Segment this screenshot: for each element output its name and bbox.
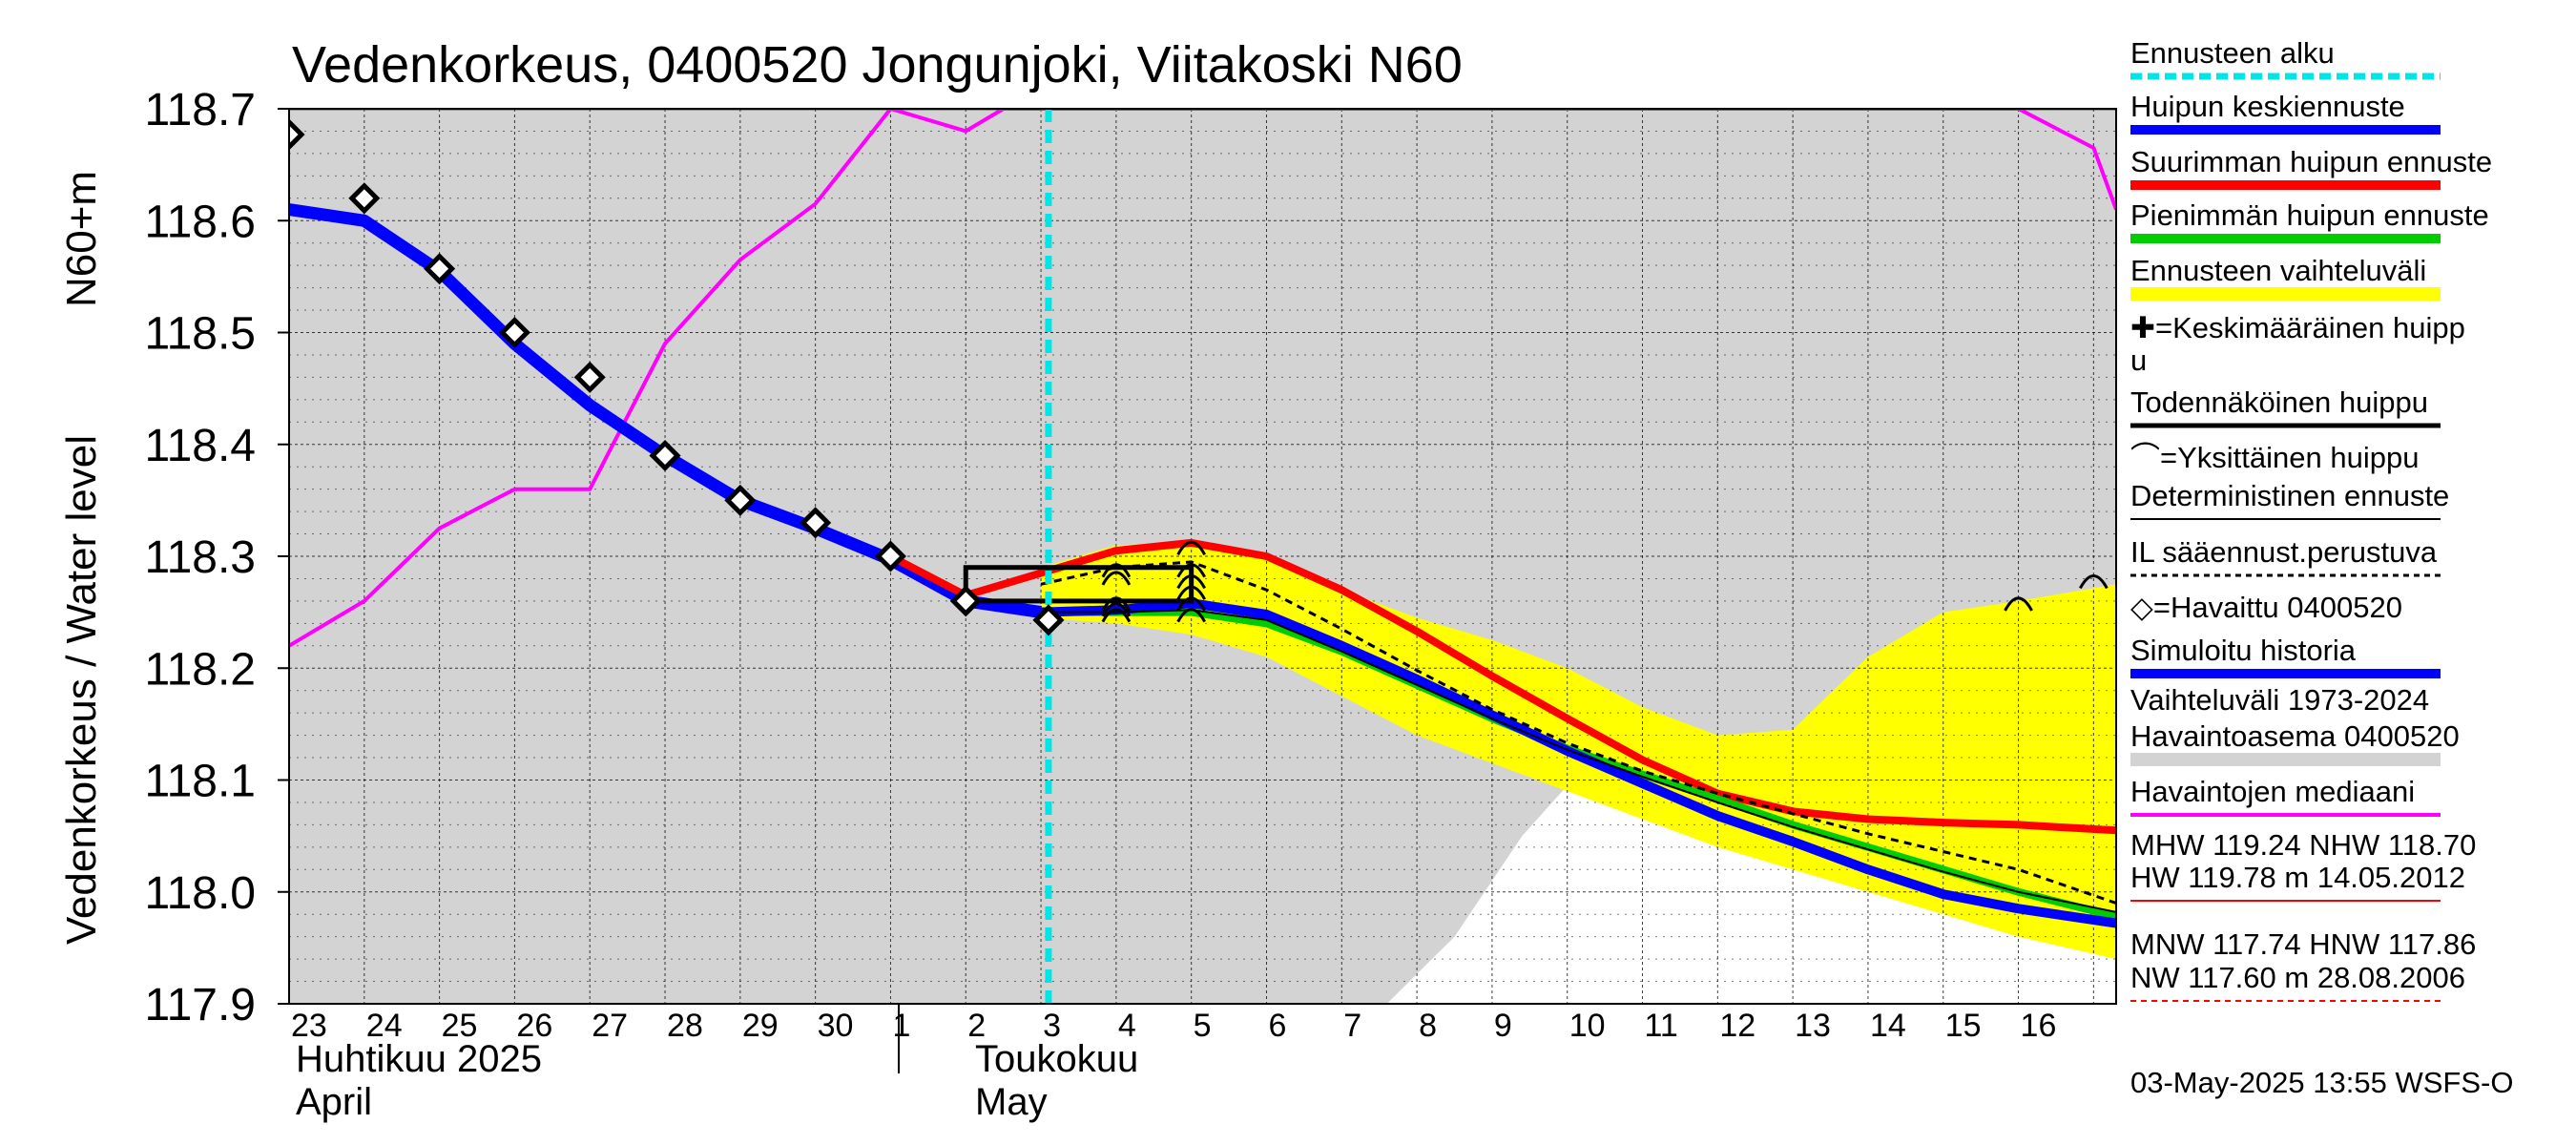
legend-label: Pienimmän huipun ennuste	[2130, 198, 2489, 232]
y-tick-label: 118.3	[144, 532, 256, 583]
y-tick-label: 118.0	[144, 868, 256, 919]
legend-label: Deterministinen ennuste	[2130, 479, 2449, 512]
x-tick-label: 25	[442, 1008, 478, 1044]
max-peak-forecast-line	[888, 538, 2116, 835]
x-tick-label: 14	[1870, 1008, 1906, 1044]
x-tick-label: 3	[1043, 1008, 1061, 1044]
x-tick-label: 28	[667, 1008, 703, 1044]
month-label-may-en: May	[975, 1081, 1048, 1123]
x-tick-label: 15	[1945, 1008, 1982, 1044]
individual-peak-marker	[1101, 602, 1132, 617]
observed-point	[874, 540, 906, 572]
x-tick-label: 1	[892, 1008, 910, 1044]
y-tick-label: 118.4	[144, 421, 256, 471]
legend-label: Huipun keskiennuste	[2130, 90, 2405, 123]
deterministic-forecast-line	[1041, 609, 2116, 913]
month-label-april-en: April	[296, 1081, 372, 1123]
y-tick-label: 118.7	[144, 85, 256, 135]
legend-label: Todennäköinen huippu	[2130, 385, 2428, 419]
footer-timestamp: 03-May-2025 13:55 WSFS-O	[2130, 1066, 2513, 1099]
chart-title: Vedenkorkeus, 0400520 Jongunjoki, Viitak…	[292, 36, 1463, 94]
legend-label: Havaintojen mediaani	[2130, 775, 2415, 808]
legend-label: ◇=Havaittu 0400520	[2130, 591, 2402, 624]
x-tick-label: 16	[2021, 1008, 2057, 1044]
individual-peak-marker	[2079, 573, 2109, 590]
y-tick-label: 118.5	[144, 309, 256, 360]
individual-peak-marker	[1101, 563, 1132, 578]
x-tick-label: 26	[516, 1008, 552, 1044]
y-tick-label: 118.2	[144, 644, 256, 695]
legend-label: IL sääennust.perustuva	[2130, 535, 2438, 569]
individual-peak-marker	[1176, 563, 1207, 578]
observed-point	[724, 484, 757, 516]
y-tick-label: 118.6	[144, 197, 256, 247]
x-tick-label: 6	[1268, 1008, 1286, 1044]
x-tick-label: 27	[592, 1008, 628, 1044]
x-tick-label: 10	[1569, 1008, 1606, 1044]
legend-label: HW 119.78 m 14.05.2012	[2130, 861, 2465, 894]
month-label-april-fi: Huhtikuu 2025	[296, 1038, 542, 1080]
axes: 117.9 118.0 118.1 118.2 118.3 118.4 118.5 118.6…	[144, 85, 2056, 1044]
individual-peak-marker	[1101, 608, 1132, 623]
observed-point	[949, 585, 982, 617]
x-tick-label: 13	[1795, 1008, 1831, 1044]
observed-point	[348, 182, 381, 215]
x-tick-label: 7	[1343, 1008, 1361, 1044]
legend: Ennusteen alku Huipun keskiennuste Suurimm…	[2130, 36, 2492, 1002]
individual-peak-marker	[1101, 571, 1132, 586]
legend-label: u	[2130, 344, 2147, 377]
x-tick-label: 5	[1194, 1008, 1212, 1044]
observed-point	[289, 118, 305, 151]
x-tick-label: 24	[366, 1008, 403, 1044]
probable-peak-box	[963, 565, 1195, 604]
legend-label: Ennusteen alku	[2130, 36, 2335, 70]
y-tick-label: 118.1	[144, 757, 256, 807]
x-tick-label: 30	[818, 1008, 854, 1044]
individual-peak-marker	[1176, 540, 1207, 556]
mean-forecast-line	[1040, 598, 2116, 928]
legend-label: NW 117.60 m 28.08.2006	[2130, 961, 2465, 994]
individual-peak-marker	[1176, 573, 1207, 590]
x-tick-label: 9	[1494, 1008, 1512, 1044]
y-axis-unit: N60+m	[58, 171, 105, 307]
plot-area	[289, 109, 2116, 1004]
individual-peak-marker	[1176, 608, 1207, 623]
x-tick-label: 8	[1419, 1008, 1437, 1044]
legend-label: MHW 119.24 NHW 118.70	[2130, 828, 2476, 862]
month-label-may-fi: Toukokuu	[975, 1038, 1138, 1080]
individual-peak-marker	[1101, 596, 1132, 612]
x-tick-label: 4	[1118, 1008, 1136, 1044]
legend-label: Suurimman huipun ennuste	[2130, 145, 2492, 178]
individual-peak-marker	[1176, 585, 1207, 600]
observed-point	[573, 361, 606, 393]
observed-point	[649, 439, 681, 472]
y-tick-label: 117.9	[144, 980, 256, 1030]
x-tick-label: 11	[1645, 1008, 1678, 1044]
legend-label: MNW 117.74 HNW 117.86	[2130, 927, 2476, 961]
legend-label: Havaintoasema 0400520	[2130, 719, 2460, 753]
legend-label: Vaihteluväli 1973-2024	[2130, 683, 2429, 717]
individual-peak-marker	[1176, 596, 1207, 612]
x-tick-label: 12	[1719, 1008, 1755, 1044]
legend-label: ✚=Keskimääräinen huipp	[2130, 311, 2465, 344]
legend-label: Ennusteen vaihteluväli	[2130, 254, 2426, 287]
observed-point	[800, 507, 832, 539]
x-tick-label: 29	[742, 1008, 779, 1044]
observed-point	[424, 253, 456, 285]
legend-label: ⌒=Yksittäinen huippu	[2130, 441, 2419, 474]
historical-range-lower-area	[1386, 735, 2116, 1004]
observed-point	[498, 316, 530, 349]
y-axis-label: Vedenkorkeus / Water level	[58, 435, 105, 945]
x-tick-label: 2	[967, 1008, 986, 1044]
legend-label: Simuloitu historia	[2130, 634, 2357, 667]
il-forecast-line	[1040, 560, 2116, 905]
observed-point	[1032, 604, 1065, 636]
median-line	[289, 109, 2116, 648]
individual-peak-marker	[2004, 596, 2033, 612]
x-tick-label: 23	[291, 1008, 327, 1044]
